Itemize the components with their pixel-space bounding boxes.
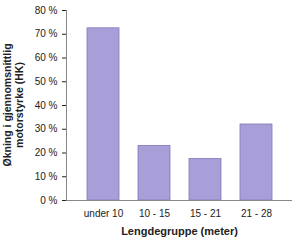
svg-text:60 %: 60 % (35, 52, 58, 63)
svg-text:20 %: 20 % (35, 147, 58, 158)
svg-text:70 %: 70 % (35, 28, 58, 39)
svg-text:10 %: 10 % (35, 171, 58, 182)
svg-text:30 %: 30 % (35, 123, 58, 134)
svg-text:under 10: under 10 (84, 208, 124, 219)
svg-text:80 %: 80 % (35, 5, 58, 16)
svg-text:21 - 28: 21 - 28 (241, 208, 273, 219)
svg-text:40 %: 40 % (35, 100, 58, 111)
svg-text:10 - 15: 10 - 15 (139, 208, 171, 219)
svg-text:motorstyrke (HK): motorstyrke (HK) (13, 62, 25, 148)
svg-text:0 %: 0 % (40, 195, 57, 206)
svg-text:Lengdegruppe (meter): Lengdegruppe (meter) (121, 225, 238, 237)
svg-text:15 - 21: 15 - 21 (190, 208, 222, 219)
svg-text:Økning i gjennomsnittlig: Økning i gjennomsnittlig (1, 43, 13, 166)
svg-text:50 %: 50 % (35, 76, 58, 87)
